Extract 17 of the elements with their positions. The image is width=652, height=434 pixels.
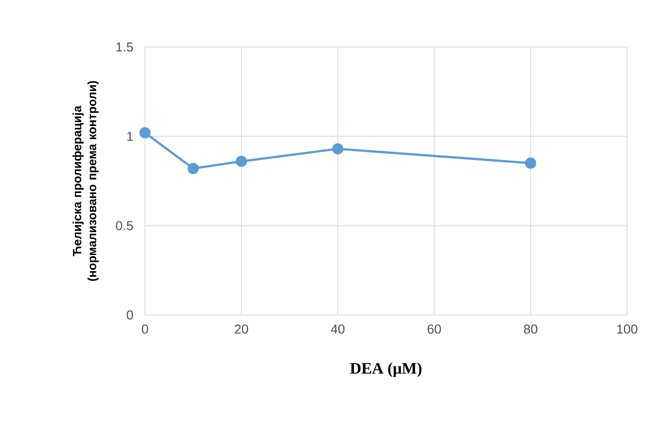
- y-axis-title: Ћелијска пролиферација (нормализовано према контроли): [72, 81, 99, 281]
- x-tick-label: 20: [234, 324, 248, 334]
- y-tick-label: 0.5: [116, 221, 133, 230]
- y-tick-label: 1.5: [116, 42, 133, 52]
- x-tick-label: 40: [330, 324, 345, 334]
- point: [332, 143, 344, 154]
- point: [139, 127, 151, 138]
- point: [188, 162, 199, 174]
- x-tick-label: 100: [617, 324, 638, 334]
- y-tick-label: 1: [127, 132, 133, 141]
- point: [236, 156, 247, 167]
- point: [525, 158, 536, 169]
- x-tick-label: 60: [428, 324, 441, 334]
- x-axis-title: DEA (μM): [350, 362, 422, 377]
- x-tick-label: 0: [142, 324, 148, 334]
- y-tick-label: 0: [126, 310, 133, 320]
- x-tick-label: 80: [524, 324, 538, 334]
